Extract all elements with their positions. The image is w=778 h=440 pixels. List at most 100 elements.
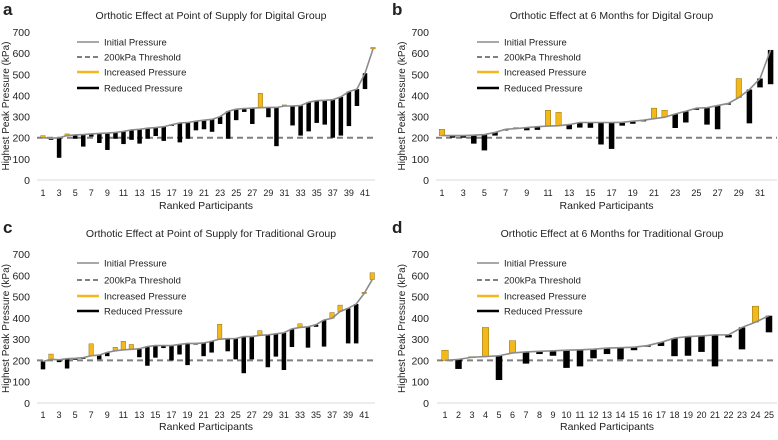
x-tick-label: 24 (750, 410, 760, 420)
x-tick-label: 7 (523, 410, 528, 420)
reduced-pressure-bar (249, 336, 255, 360)
reduced-pressure-bar (177, 122, 183, 143)
reduced-pressure-bar (338, 96, 344, 136)
x-tick-label: 13 (135, 188, 145, 198)
y-tick-label: 300 (12, 112, 30, 124)
reduced-pressure-bar (81, 134, 86, 147)
reduced-pressure-bar (524, 127, 530, 131)
reduced-pressure-bar (305, 326, 311, 348)
y-tick-label: 500 (12, 69, 30, 81)
reduced-pressure-bar (298, 105, 303, 136)
x-tick-label: 35 (312, 188, 322, 198)
reduced-pressure-bar (289, 328, 295, 348)
y-tick-label: 700 (411, 27, 429, 39)
y-tick-label: 400 (411, 313, 429, 325)
y-tick-label: 100 (411, 377, 429, 389)
reduced-pressure-bar (290, 106, 295, 126)
reduced-pressure-bar (549, 350, 557, 356)
y-tick-label: 300 (12, 334, 30, 346)
x-tick-label: 21 (199, 188, 209, 198)
y-tick-label: 100 (12, 377, 30, 389)
y-tick-label: 600 (12, 270, 30, 282)
x-tick-label: 35 (311, 410, 321, 420)
x-tick-label: 4 (483, 410, 488, 420)
y-tick-label: 0 (423, 175, 429, 187)
chart-panel-c: c Orthotic Effect at Point of Supply for … (0, 218, 389, 435)
y-tick-label: 500 (12, 292, 30, 304)
reduced-pressure-bar (619, 122, 625, 126)
reduced-pressure-bar (534, 126, 541, 130)
x-tick-label: 1 (442, 410, 447, 420)
increased-pressure-bar (370, 47, 376, 50)
y-tick-label: 400 (12, 90, 30, 102)
reduced-pressure-bar (765, 315, 773, 333)
x-tick-label: 2 (456, 410, 461, 420)
reduced-pressure-bar (345, 308, 351, 344)
x-tick-label: 31 (755, 188, 765, 198)
reduced-pressure-bar (362, 73, 368, 90)
y-tick-label: 500 (411, 292, 429, 304)
x-tick-label: 20 (696, 410, 706, 420)
y-tick-label: 200 (411, 355, 429, 367)
x-tick-label: 11 (119, 410, 128, 420)
legend-label: 200kPa Threshold (104, 53, 181, 64)
x-tick-label: 39 (344, 188, 354, 198)
x-tick-label: 33 (295, 410, 305, 420)
x-tick-label: 9 (105, 410, 110, 420)
legend-label: Reduced Pressure (504, 307, 583, 318)
x-tick-label: 9 (524, 188, 529, 198)
x-tick-label: 29 (263, 188, 273, 198)
y-axis-title: Highest Peak Pressure (kPa) (397, 264, 408, 393)
reduced-pressure-bar (603, 348, 611, 355)
chart-title: Orthotic Effect at 6 Months for Digital … (510, 10, 714, 22)
chart-panel-a: a Orthotic Effect at Point of Supply for … (0, 0, 389, 217)
reduced-pressure-bar (608, 122, 615, 149)
x-tick-label: 1 (40, 410, 45, 420)
x-tick-label: 25 (231, 410, 241, 420)
reduced-pressure-bar (96, 355, 102, 360)
reduced-pressure-bar (481, 134, 488, 151)
x-tick-label: 6 (510, 410, 515, 420)
reduced-pressure-bar (576, 349, 584, 367)
x-tick-label: 15 (150, 410, 160, 420)
x-tick-label: 33 (296, 188, 306, 198)
initial-pressure-line (42, 48, 374, 140)
reduced-pressure-bar (471, 135, 477, 144)
x-tick-label: 17 (656, 410, 666, 420)
x-axis-title: Ranked Participants (560, 421, 654, 433)
reduced-pressure-bar (129, 129, 134, 140)
reduced-pressure-bar (495, 355, 503, 381)
chart-c: c Orthotic Effect at Point of Supply for … (1, 218, 375, 433)
x-tick-label: 19 (683, 410, 693, 420)
legend-label: 200kPa Threshold (104, 276, 181, 287)
increased-pressure-bar (120, 341, 126, 350)
panel-label: b (392, 0, 402, 19)
x-tick-label: 21 (199, 410, 209, 420)
x-tick-label: 13 (134, 410, 144, 420)
reduced-pressure-bar (322, 100, 327, 125)
x-tick-label: 19 (183, 188, 193, 198)
reduced-pressure-bar (193, 121, 199, 131)
legend-label: Increased Pressure (104, 68, 186, 79)
y-tick-label: 0 (423, 398, 429, 410)
y-tick-label: 700 (12, 27, 30, 39)
x-tick-label: 21 (649, 188, 659, 198)
x-tick-label: 23 (670, 188, 680, 198)
reduced-pressure-bar (137, 129, 142, 144)
x-tick-label: 7 (503, 188, 508, 198)
x-tick-label: 29 (263, 410, 273, 420)
increased-pressure-bar (88, 343, 94, 356)
y-tick-label: 500 (411, 69, 429, 81)
reduced-pressure-bar (233, 338, 238, 360)
legend-label: Initial Pressure (504, 38, 567, 49)
reduced-pressure-bar (121, 131, 126, 145)
reduced-pressure-bar (738, 327, 746, 350)
reduced-pressure-bar (281, 332, 287, 371)
x-tick-label: 9 (550, 410, 555, 420)
reduced-pressure-bar (711, 334, 719, 367)
y-tick-label: 700 (411, 249, 429, 261)
x-tick-label: 5 (73, 188, 78, 198)
increased-pressure-bar (509, 340, 516, 354)
x-tick-label: 22 (723, 410, 733, 420)
y-tick-label: 300 (411, 334, 429, 346)
